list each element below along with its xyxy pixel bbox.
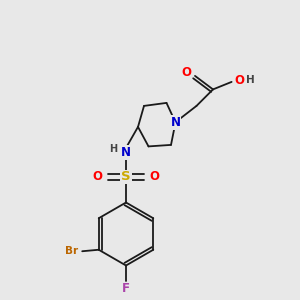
Text: H: H: [109, 144, 118, 154]
Text: S: S: [121, 170, 131, 184]
Text: O: O: [149, 170, 159, 184]
Text: N: N: [170, 116, 181, 129]
Text: O: O: [93, 170, 103, 184]
Text: Br: Br: [64, 246, 78, 256]
Text: F: F: [122, 282, 130, 296]
Text: N: N: [121, 146, 131, 159]
Text: H: H: [246, 75, 255, 85]
Text: O: O: [182, 66, 192, 80]
Text: O: O: [234, 74, 244, 87]
